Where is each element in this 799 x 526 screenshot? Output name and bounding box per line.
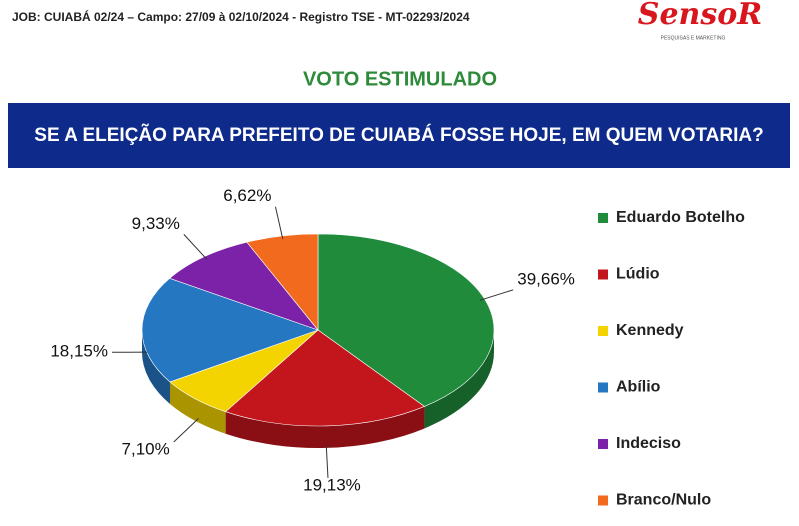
legend-swatch [598, 382, 608, 393]
leader-line [274, 206, 284, 239]
banner [8, 103, 790, 168]
slice [169, 241, 319, 331]
legend-swatch [598, 269, 608, 280]
data-label: 9,33% [132, 214, 180, 233]
data-label: 6,62% [223, 186, 271, 205]
job-info: JOB: CUIABÁ 02/24 – Campo: 27/09 à 02/10… [12, 9, 470, 24]
data-label: 18,15% [50, 342, 108, 361]
legend-swatch [598, 326, 608, 336]
logo: SensoR [638, 0, 762, 32]
slice [225, 329, 426, 427]
slice-side [225, 406, 425, 448]
slice-side [424, 330, 494, 429]
legend-label: Lúdio [616, 266, 660, 283]
legend-label: Kennedy [616, 322, 684, 339]
legend-swatch [598, 213, 608, 223]
legend-swatch [598, 495, 608, 506]
slice-side [170, 381, 226, 434]
legend-label: Eduardo Botelho [616, 209, 745, 226]
slice [141, 277, 319, 383]
slice [317, 233, 495, 407]
leader-line [325, 444, 329, 478]
chart-subtitle: SE A ELEIÇÃO PARA PREFEITO DE CUIABÁ FOS… [34, 124, 763, 146]
leader-line [183, 234, 208, 260]
legend-label: Indeciso [616, 435, 681, 452]
leader-line [173, 418, 199, 443]
legend-swatch [598, 439, 608, 449]
logo-tagline: PESQUISAS E MARKETING [661, 35, 726, 41]
slice-side [142, 330, 171, 404]
chart-title: VOTO ESTIMULADO [303, 68, 497, 90]
data-label: 7,10% [122, 439, 170, 458]
data-label: 19,13% [303, 475, 361, 494]
leader-line [479, 289, 514, 301]
legend-label: Abílio [616, 379, 661, 396]
data-label: 39,66% [517, 269, 575, 288]
legend-label: Branco/Nulo [616, 492, 711, 509]
